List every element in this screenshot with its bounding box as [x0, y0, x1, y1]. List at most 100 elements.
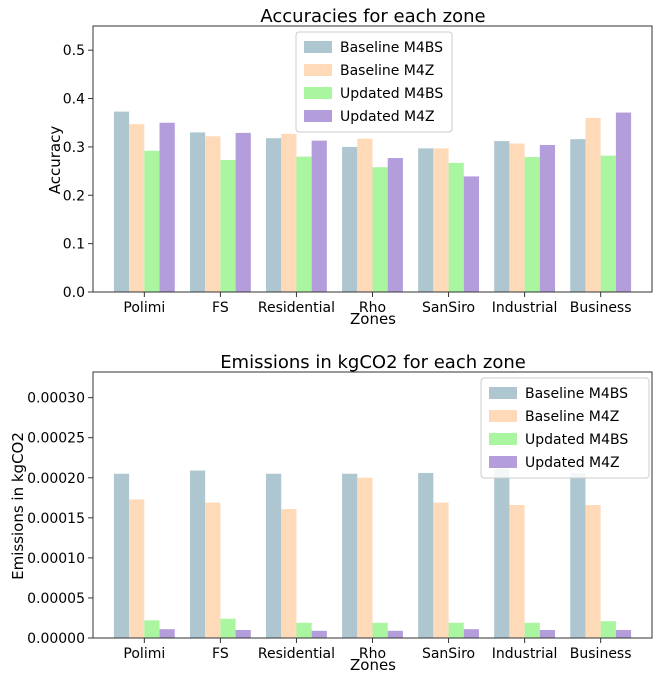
legend: Baseline M4BS Baseline M4Z Updated M4BS Upd… [295, 31, 453, 133]
y-tick-label: 0.00000 [27, 631, 85, 647]
y-tick-label: 0.4 [63, 92, 85, 108]
bar [600, 621, 616, 638]
legend-label: Updated M4Z [340, 109, 435, 125]
bar [372, 167, 388, 292]
plot-frame [92, 25, 653, 293]
bars [113, 111, 632, 293]
bar [357, 138, 373, 292]
y-tick-label: 0.2 [63, 188, 85, 204]
bar [205, 136, 221, 292]
bar [524, 157, 540, 292]
emissions-chart: Emissions in kgCO2 for each zone 0.00000… [9, 352, 653, 674]
x-tick-label: Residential [258, 300, 335, 316]
y-tick-label: 0.00015 [27, 511, 85, 527]
bar [509, 143, 525, 292]
legend-swatch [489, 387, 517, 399]
y-tick-label: 0.0 [63, 285, 85, 301]
legend-label: Updated M4BS [525, 432, 628, 448]
legend: Baseline M4BS Baseline M4Z Updated M4BS Upd… [480, 377, 650, 479]
x-tick-label: SanSiro [422, 646, 475, 662]
legend-swatch [489, 410, 517, 422]
bar [296, 156, 312, 292]
legend-label: Baseline M4Z [340, 63, 434, 79]
y-tick-label: 0.00005 [27, 591, 85, 607]
bar [448, 162, 464, 292]
bar [600, 155, 616, 292]
legend-label: Baseline M4BS [340, 40, 443, 56]
bar [159, 629, 175, 638]
y-axis-label: Accuracy [46, 126, 64, 195]
bar [189, 132, 206, 292]
bar [266, 473, 282, 638]
bar [494, 141, 510, 292]
bar [539, 144, 556, 292]
bar [311, 630, 327, 638]
y-axis: 0.0 0.1 0.2 0.3 0.4 0.5 [63, 43, 93, 301]
bar [494, 468, 510, 638]
x-tick-label: Business [570, 300, 632, 316]
x-tick-label: Polimi [123, 646, 165, 662]
x-tick-label: FS [212, 300, 229, 316]
bar [281, 133, 297, 292]
x-tick-label: SanSiro [422, 300, 475, 316]
bar [524, 622, 540, 638]
x-tick-label: Residential [258, 646, 335, 662]
bar [205, 502, 221, 638]
x-tick-label: Industrial [492, 300, 558, 316]
legend-swatch [304, 64, 332, 76]
bar [418, 472, 434, 638]
legend-label: Baseline M4Z [525, 409, 619, 425]
bar [463, 629, 479, 638]
bar [615, 629, 632, 638]
accuracy-chart: Accuracies for each zone 0.0 0.1 0.2 0.3 0.4… [46, 6, 653, 328]
x-tick-label: Industrial [492, 646, 558, 662]
bar [387, 630, 403, 638]
bar [357, 477, 373, 638]
bar [570, 139, 586, 292]
x-tick-label: FS [212, 646, 229, 662]
legend-label: Updated M4Z [525, 455, 620, 471]
x-tick-label: Business [570, 646, 632, 662]
legend-label: Baseline M4BS [525, 386, 628, 402]
y-tick-label: 0.00030 [27, 391, 85, 407]
bar [235, 629, 251, 638]
bar [539, 629, 556, 638]
legend-swatch [489, 433, 517, 445]
bar [585, 505, 601, 638]
legend-box [480, 377, 650, 479]
y-tick-label: 0.3 [63, 140, 85, 156]
bar [129, 499, 145, 638]
legend-swatch [489, 456, 517, 468]
legend-swatch [304, 41, 332, 53]
y-tick-label: 0.00025 [27, 431, 85, 447]
bar [129, 124, 145, 292]
bar [463, 176, 479, 292]
x-axis: Polimi FS Residential Rho SanSiro Industrial B… [123, 292, 632, 316]
bar [570, 472, 586, 638]
chart-title: Emissions in kgCO2 for each zone [220, 352, 526, 373]
y-axis: 0.00000 0.00005 0.00010 0.00015 0.00020 0.000… [27, 391, 93, 647]
x-axis-label: Zones [350, 656, 396, 674]
bar [144, 620, 160, 638]
y-axis-label: Emissions in kgCO2 [9, 432, 27, 580]
legend-box [295, 31, 453, 133]
bar [113, 473, 130, 638]
bar [296, 622, 312, 638]
bar [372, 622, 388, 638]
x-tick-label: Rho [359, 646, 386, 662]
bar [220, 159, 236, 292]
x-tick-label: Rho [359, 300, 386, 316]
bar [144, 150, 160, 292]
bar [311, 140, 327, 292]
bar [448, 622, 464, 638]
bar [342, 473, 358, 638]
bar [266, 138, 282, 292]
bars [113, 468, 632, 638]
bar [113, 111, 130, 292]
x-tick-label: Polimi [123, 300, 165, 316]
y-tick-label: 0.00020 [27, 471, 85, 487]
bar [342, 146, 358, 292]
legend-swatch [304, 110, 332, 122]
bar [189, 470, 206, 638]
